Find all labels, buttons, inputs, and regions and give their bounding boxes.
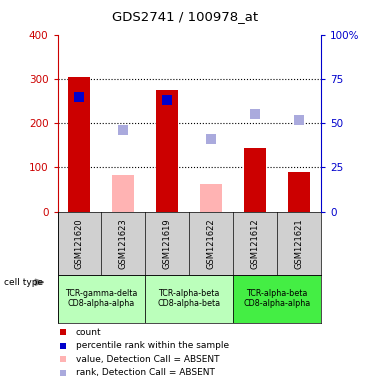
Text: GSM121622: GSM121622 — [207, 218, 216, 269]
Point — [76, 94, 82, 100]
Text: rank, Detection Call = ABSENT: rank, Detection Call = ABSENT — [76, 368, 215, 377]
Bar — [244, 147, 266, 212]
Point — [296, 117, 302, 123]
Point — [121, 127, 127, 133]
Text: value, Detection Call = ABSENT: value, Detection Call = ABSENT — [76, 354, 219, 364]
Text: TCR-alpha-beta
CD8-alpha-alpha: TCR-alpha-beta CD8-alpha-alpha — [243, 289, 311, 308]
Bar — [58, 275, 145, 323]
Point — [234, 190, 240, 196]
Bar — [156, 90, 178, 212]
Bar — [200, 184, 222, 212]
Text: cell type: cell type — [4, 278, 43, 287]
Point — [234, 312, 240, 318]
Point — [208, 136, 214, 142]
Text: GDS2741 / 100978_at: GDS2741 / 100978_at — [112, 10, 259, 23]
Bar — [288, 172, 310, 212]
Point — [164, 97, 170, 103]
Text: GSM121621: GSM121621 — [295, 218, 303, 269]
Point — [252, 111, 258, 118]
Point — [234, 68, 240, 74]
Text: TCR-gamma-delta
CD8-alpha-alpha: TCR-gamma-delta CD8-alpha-alpha — [65, 289, 138, 308]
Polygon shape — [35, 279, 44, 285]
Bar — [233, 275, 321, 323]
Text: GSM121612: GSM121612 — [250, 218, 260, 269]
Text: GSM121619: GSM121619 — [163, 218, 172, 269]
Text: TCR-alpha-beta
CD8-alpha-beta: TCR-alpha-beta CD8-alpha-beta — [158, 289, 221, 308]
Text: percentile rank within the sample: percentile rank within the sample — [76, 341, 229, 350]
Bar — [145, 275, 233, 323]
Bar — [112, 175, 134, 212]
Text: GSM121623: GSM121623 — [119, 218, 128, 269]
Bar — [69, 77, 91, 212]
Text: GSM121620: GSM121620 — [75, 218, 84, 269]
Text: count: count — [76, 328, 102, 337]
